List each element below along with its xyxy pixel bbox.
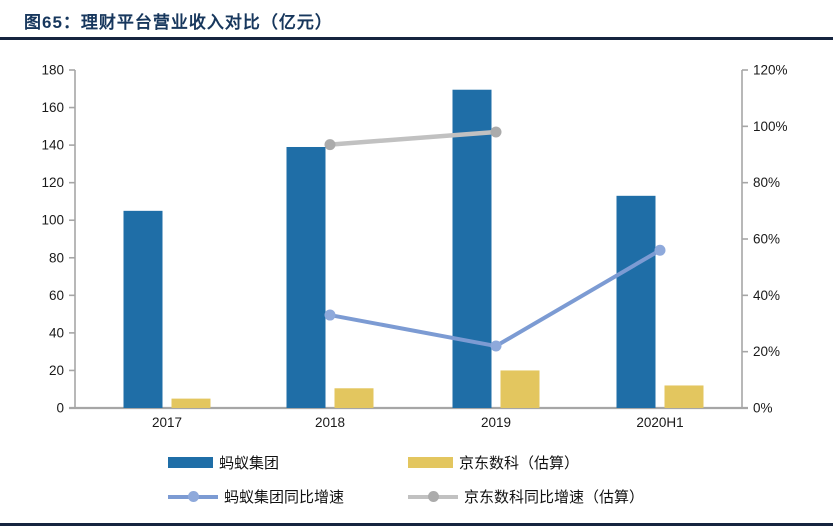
jd-growth-marker (490, 126, 502, 138)
legend-label-jd-bar: 京东数科（估算） (459, 456, 580, 472)
bar-jd-2020H1 (664, 385, 704, 408)
jd-bar-swatch-icon (408, 457, 453, 468)
legend-label-jd-line: 京东数科同比增速（估算） (464, 490, 645, 506)
y-axis-right-tick-label: 40% (753, 288, 780, 303)
bar-ant-2018 (286, 146, 326, 408)
legend-row-2: 蚂蚁集团同比增速 京东数科同比增速（估算） (168, 486, 768, 507)
legend-item-jd-line: 京东数科同比增速（估算） (408, 486, 644, 507)
chart-legend: 蚂蚁集团 京东数科（估算） 蚂蚁集团同比增速 京东数科同比增速（估算） (168, 452, 768, 520)
ant-line-marker-icon (188, 491, 199, 502)
legend-label-ant-line: 蚂蚁集团同比增速 (224, 490, 345, 506)
y-axis-right-tick-label: 100% (753, 119, 788, 134)
ant-growth-line (328, 248, 662, 349)
ant-growth-marker (324, 309, 336, 321)
legend-row-1: 蚂蚁集团 京东数科（估算） (168, 452, 768, 473)
jd-line-marker-icon (428, 491, 439, 502)
bar-jd-2019 (500, 370, 540, 408)
y-axis-left-tick-label: 140 (41, 138, 64, 153)
ant-line-swatch-icon (168, 491, 218, 502)
y-axis-right-tick-label: 80% (753, 175, 780, 190)
bar-jd-2017 (171, 398, 211, 408)
x-axis-label: 2019 (481, 415, 511, 430)
y-axis-right-tick-label: 60% (753, 232, 780, 247)
y-axis-left-tick-label: 60 (49, 288, 64, 303)
jd-line-swatch-icon (408, 491, 458, 502)
revenue-comparison-chart: 0 20 40 60 80 100 120 140 160 180 0% 20% 40% 60% 80% 10… (41, 63, 788, 431)
bottom-rule (0, 523, 833, 526)
y-axis-right-tick-label: 0% (753, 401, 773, 416)
y-axis-left-tick-label: 180 (41, 63, 64, 78)
y-axis-left-tick-label: 40 (49, 325, 64, 340)
legend-item-ant-bar: 蚂蚁集团 (168, 452, 408, 473)
x-axis-label: 2018 (315, 415, 345, 430)
y-axis-right-tick-label: 120% (753, 63, 788, 78)
y-axis-left-tick-label: 160 (41, 100, 64, 115)
y-axis-left-tick-label: 100 (41, 213, 64, 228)
bar-jd-2018 (334, 388, 374, 408)
legend-item-jd-bar: 京东数科（估算） (408, 452, 579, 473)
x-axis-label: 2020H1 (636, 415, 683, 430)
y-axis-left-tick-label: 0 (56, 401, 64, 416)
ant-growth-marker (654, 244, 666, 256)
jd-growth-line (327, 129, 499, 147)
jd-growth-marker (324, 139, 336, 151)
x-axis-label: 2017 (152, 415, 182, 430)
y-axis-right-tick-label: 20% (753, 344, 780, 359)
figure-title: 图65：理财平台营业收入对比（亿元） (24, 13, 333, 32)
bar-ant-2020H1 (616, 195, 656, 408)
bar-ant-2017 (123, 210, 163, 408)
ant-bar-swatch-icon (168, 457, 213, 468)
bar-ant-2019 (452, 89, 492, 408)
ant-growth-marker (490, 340, 502, 352)
y-axis-left-tick-label: 20 (49, 363, 64, 378)
title-underline-rule (0, 37, 833, 40)
legend-label-ant-bar: 蚂蚁集团 (219, 456, 280, 472)
y-axis-left-tick-label: 120 (41, 175, 64, 190)
y-axis-left-tick-label: 80 (49, 250, 64, 265)
legend-item-ant-line: 蚂蚁集团同比增速 (168, 486, 408, 507)
